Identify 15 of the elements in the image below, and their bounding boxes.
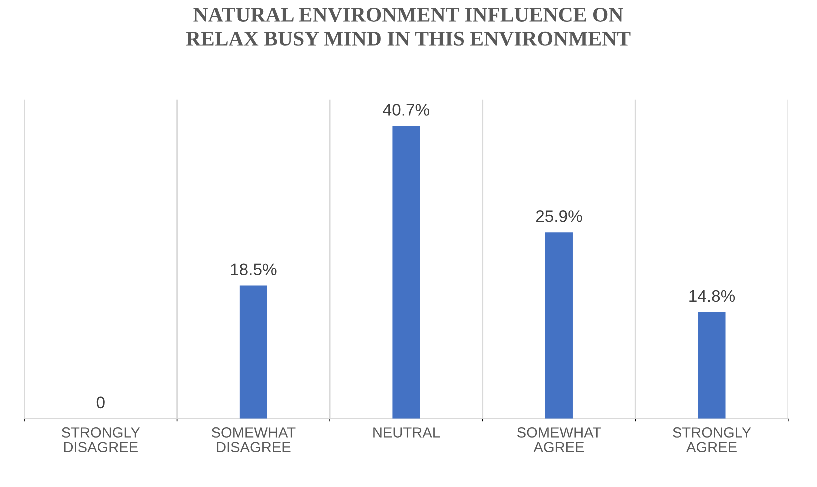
bar <box>392 126 420 419</box>
bar <box>240 286 268 419</box>
x-tick-label: SOMEWHAT AGREE <box>518 428 602 453</box>
data-label: 14.8% <box>690 290 736 302</box>
x-tick-label: STRONGLY DISAGREE <box>62 428 140 453</box>
x-tick-label: STRONGLY AGREE <box>673 428 752 453</box>
data-label: 25.9% <box>536 210 582 222</box>
data-label: 18.5% <box>231 264 277 276</box>
data-label: 0 <box>96 396 105 409</box>
chart-title: NATURAL ENVIRONMENT INFLUENCE ON RELAX BUSY MIND IN THIS ENVIRONMENT <box>186 8 631 46</box>
bar <box>545 232 573 419</box>
x-tick-label: SOMEWHAT DISAGREE <box>212 428 296 453</box>
x-tick-label: NEUTRAL <box>374 428 440 438</box>
bar <box>698 312 726 419</box>
data-label: 40.7% <box>383 104 430 116</box>
